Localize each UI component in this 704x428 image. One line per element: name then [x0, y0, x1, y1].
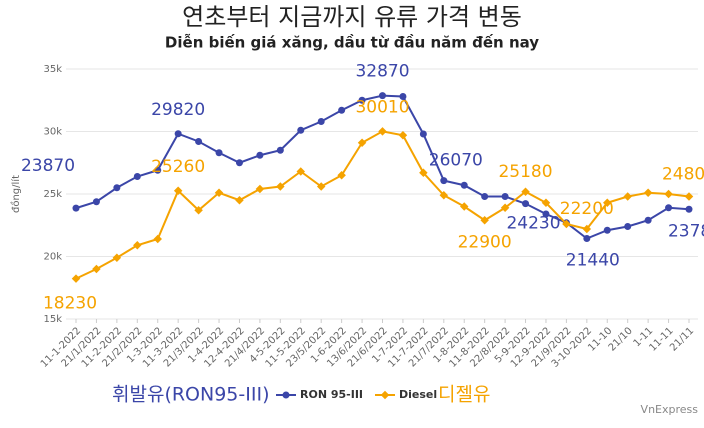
point: [215, 149, 223, 157]
point: [501, 193, 509, 200]
data-label: 30010: [355, 97, 409, 117]
data-label: 23870: [21, 156, 75, 176]
legend-label: RON 95-III: [300, 388, 363, 401]
point: [358, 96, 366, 104]
data-label: 26070: [429, 151, 483, 171]
point: [357, 138, 367, 147]
data-label: 25260: [151, 157, 205, 177]
data-label: 22900: [458, 232, 512, 252]
point: [583, 235, 591, 242]
chart-subtitle: Diễn biến giá xăng, dầu từ đầu năm đến n…: [165, 33, 539, 52]
point: [419, 130, 427, 138]
data-label: 29820: [151, 100, 205, 120]
point: [235, 159, 243, 167]
source: VnExpress: [641, 403, 699, 416]
data-label: 25180: [498, 162, 552, 182]
data-label: 22200: [560, 199, 614, 219]
point: [297, 126, 305, 134]
point: [624, 223, 632, 230]
point: [337, 171, 346, 180]
point: [256, 151, 264, 159]
point: [153, 234, 162, 244]
point: [296, 167, 306, 176]
point: [276, 182, 285, 191]
legend-annotation: 휘발유(RON95-III): [112, 384, 269, 406]
legend-swatch: [282, 391, 290, 399]
point: [542, 210, 550, 218]
point: [173, 186, 183, 195]
legend-annotation: 디젤유: [438, 384, 490, 406]
point: [665, 204, 673, 212]
data-label: 24230: [506, 214, 560, 234]
point: [92, 264, 101, 274]
y-tick-label: 15k: [43, 314, 62, 325]
chart-title: 연초부터 지금까지 유류 가격 변동: [182, 3, 522, 31]
point: [439, 191, 449, 200]
point: [174, 130, 182, 138]
y-tick-label: 35k: [43, 64, 62, 75]
point: [316, 182, 326, 191]
y-tick-label: 20k: [43, 252, 62, 263]
legend-label: Diesel: [399, 388, 437, 401]
y-tick-label: 25k: [43, 189, 62, 200]
point: [255, 184, 265, 194]
point: [195, 138, 203, 145]
point: [71, 274, 81, 283]
point: [460, 181, 468, 189]
y-tick-label: 30k: [43, 127, 62, 138]
point: [398, 131, 408, 140]
point: [92, 198, 100, 206]
point: [72, 204, 80, 212]
point: [113, 184, 121, 192]
data-label: 23780: [668, 221, 704, 241]
point: [194, 206, 203, 215]
point: [112, 253, 122, 262]
point: [440, 177, 448, 185]
point: [644, 216, 652, 224]
point: [399, 93, 407, 100]
legend-swatch: [380, 390, 390, 400]
point: [603, 226, 611, 234]
point: [481, 193, 489, 200]
point: [133, 173, 141, 180]
point: [317, 118, 325, 125]
point: [154, 166, 162, 174]
y-axis-label: đồng/lít: [10, 175, 22, 213]
point: [419, 168, 428, 177]
point: [378, 127, 387, 136]
point: [522, 200, 530, 208]
data-label: 21440: [566, 251, 620, 271]
point: [500, 203, 510, 212]
data-label: 24800: [662, 165, 704, 185]
point: [379, 92, 386, 100]
point: [685, 205, 693, 213]
point: [459, 202, 469, 211]
point: [480, 216, 489, 225]
point: [235, 196, 244, 205]
data-label: 18230: [43, 294, 97, 314]
data-label: 32870: [355, 62, 409, 82]
point: [338, 106, 346, 114]
point: [214, 188, 224, 197]
point: [133, 241, 142, 250]
point: [276, 146, 284, 154]
